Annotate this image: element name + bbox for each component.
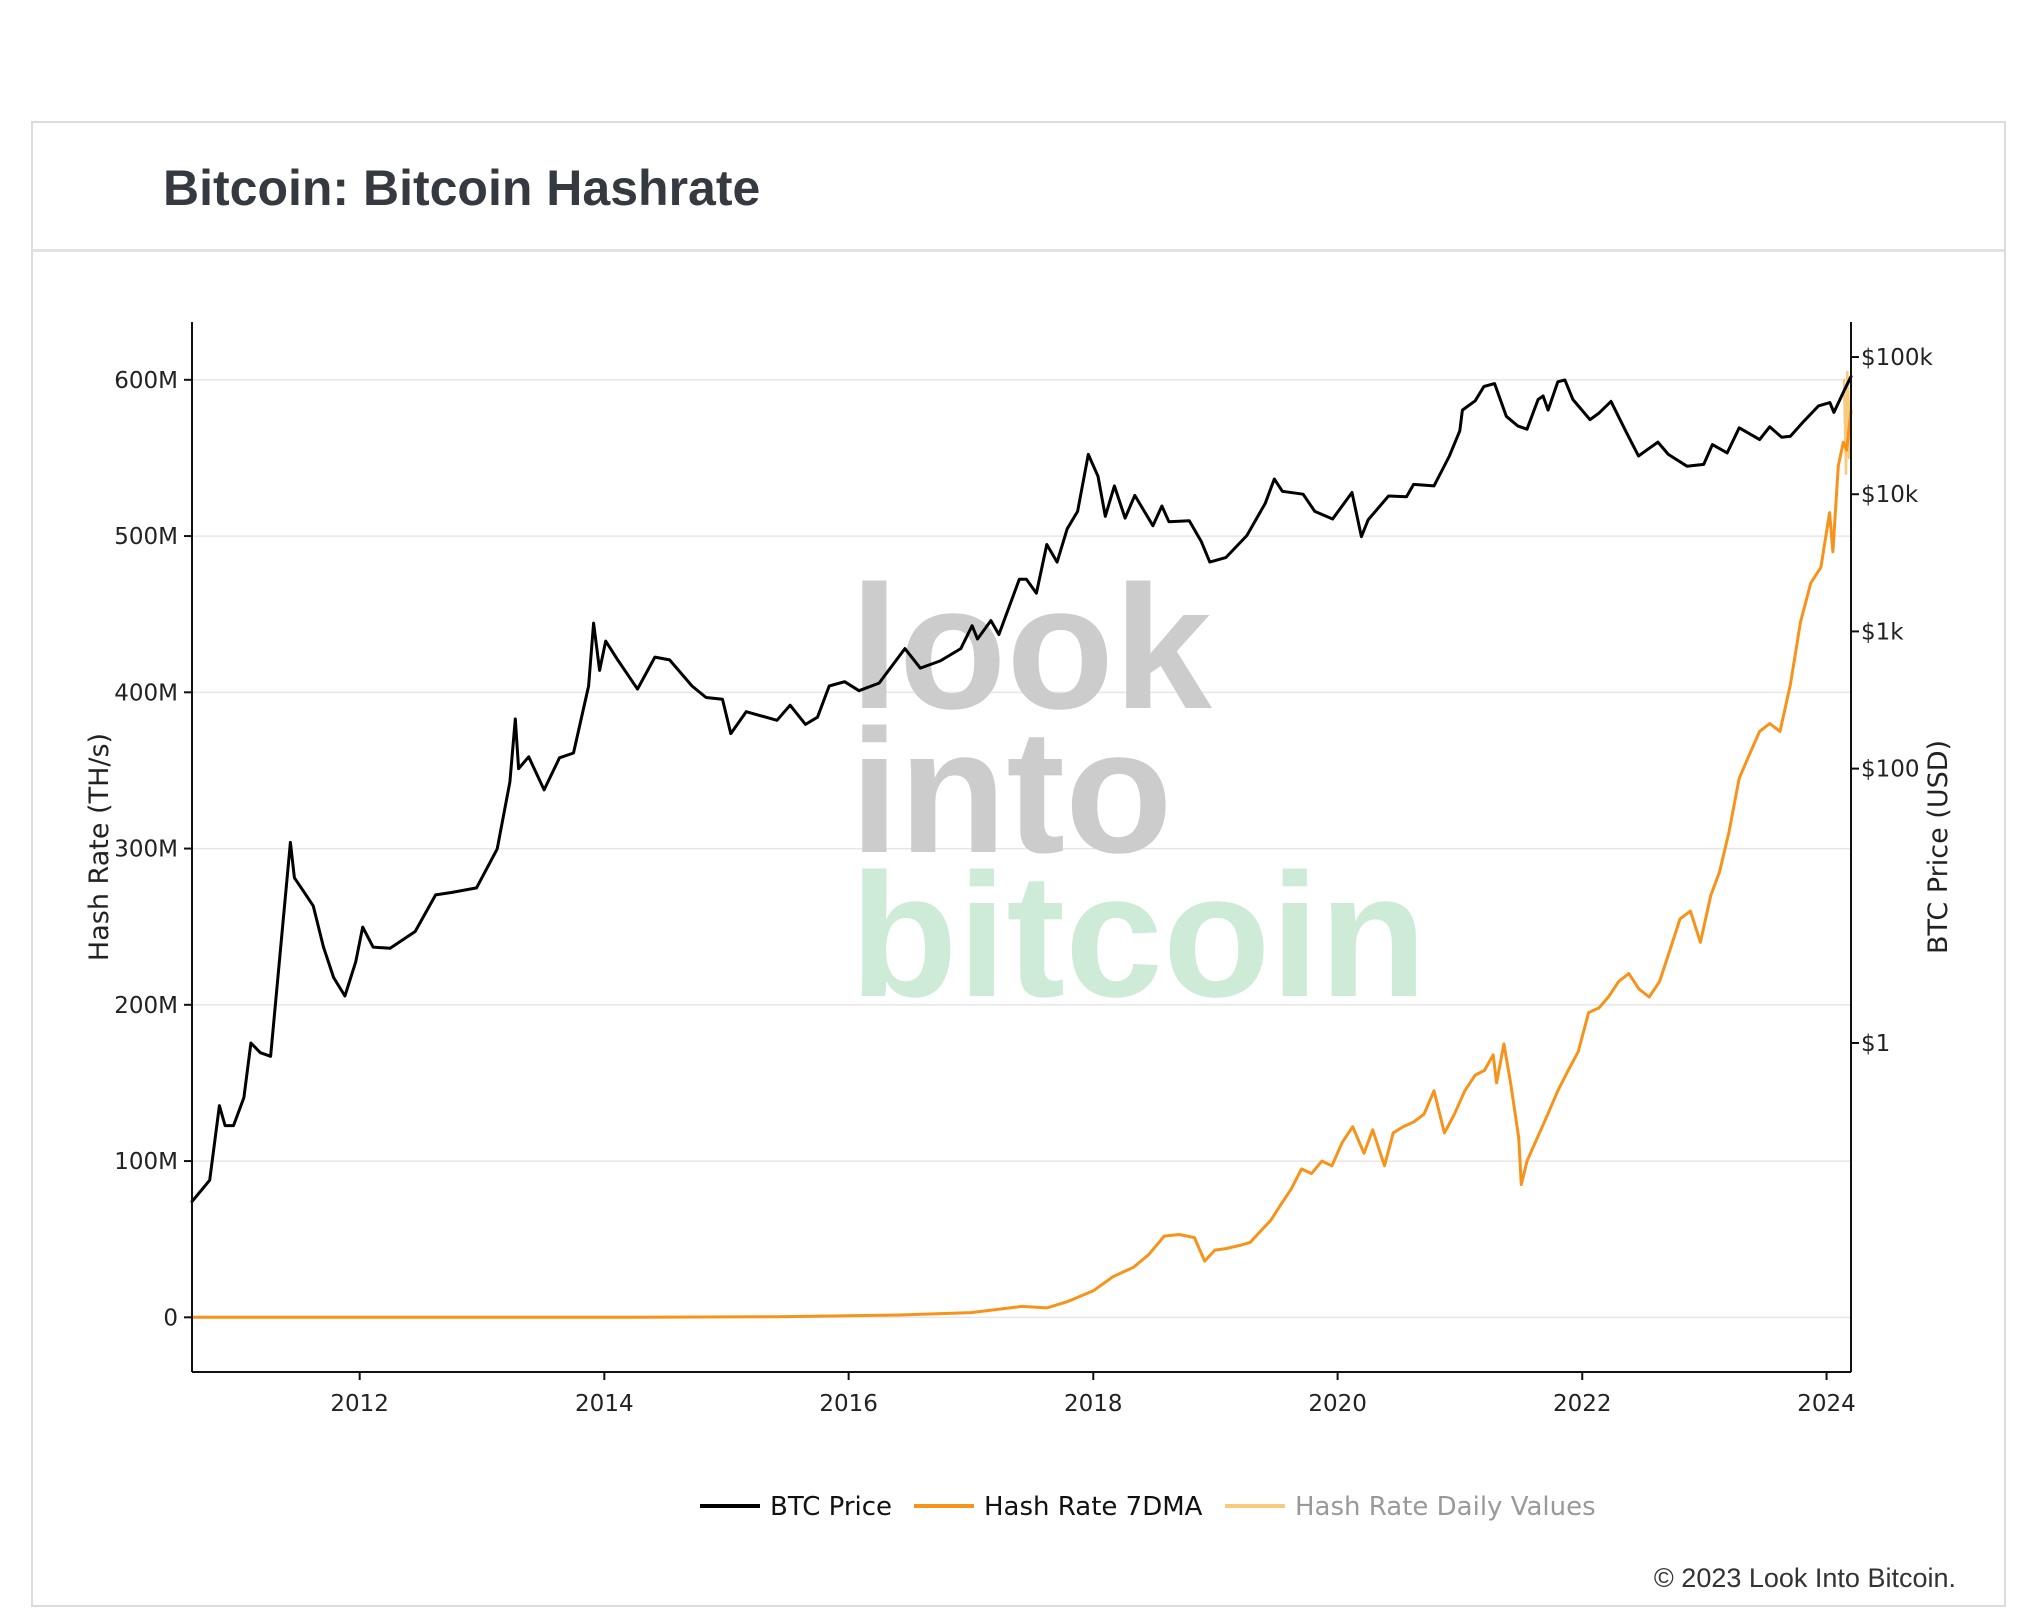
legend-item-hash-rate-daily[interactable]: Hash Rate Daily Values xyxy=(1225,1492,1596,1522)
legend: BTC Price Hash Rate 7DMA Hash Rate Daily… xyxy=(700,1492,1596,1522)
x-tick-label: 2020 xyxy=(1308,1391,1367,1417)
y-right-axis-title: BTC Price (USD) xyxy=(1923,740,1954,954)
y-left-tick-label: 0 xyxy=(163,1305,178,1331)
legend-label-hash-rate-daily: Hash Rate Daily Values xyxy=(1295,1492,1596,1522)
y-right-tick-label: $10k xyxy=(1861,482,1919,508)
y-right-tick-label: $1 xyxy=(1861,1031,1890,1057)
x-tick-label: 2016 xyxy=(819,1391,878,1417)
legend-label-btc-price: BTC Price xyxy=(770,1492,892,1522)
series-btc-price xyxy=(190,375,1853,1203)
series-lines xyxy=(190,370,1853,1319)
watermark-bitcoin: bitcoin xyxy=(850,838,1427,1034)
copyright-notice: © 2023 Look Into Bitcoin. xyxy=(1653,1563,1956,1593)
title-bar: Bitcoin: Bitcoin Hashrate xyxy=(33,123,2004,252)
y-left-tick-label: 400M xyxy=(114,680,178,706)
lookintobitcoin-watermark: look into bitcoin xyxy=(850,550,1427,1034)
x-tick-label: 2022 xyxy=(1553,1391,1612,1417)
watermark-look: look xyxy=(850,550,1213,746)
y-left-tick-label: 100M xyxy=(114,1149,178,1175)
series-hash-rate-7dma xyxy=(190,409,1853,1319)
legend-item-btc-price[interactable]: BTC Price xyxy=(700,1492,892,1522)
page-title: Bitcoin: Bitcoin Hashrate xyxy=(163,160,761,216)
x-tick-label: 2014 xyxy=(575,1391,634,1417)
legend-label-hash-rate-7dma: Hash Rate 7DMA xyxy=(984,1492,1203,1522)
watermark-into: into xyxy=(850,694,1173,890)
y-left-tick-label: 500M xyxy=(114,524,178,550)
legend-item-hash-rate-7dma[interactable]: Hash Rate 7DMA xyxy=(914,1492,1203,1522)
chart-card: Bitcoin: Bitcoin Hashrate © 2023 Look In… xyxy=(31,121,2006,1607)
grid-lines xyxy=(192,379,1851,1319)
y-left-tick-label: 300M xyxy=(114,837,178,863)
y-right-tick-label: $100 xyxy=(1861,757,1920,783)
axes: 0 100M 200M 300M 400M 500M 600M $1 $100 $1k $10k $1… xyxy=(114,322,1934,1417)
y-right-tick-label: $100k xyxy=(1861,345,1934,371)
x-tick-label: 2012 xyxy=(330,1391,389,1417)
x-tick-label: 2024 xyxy=(1797,1391,1856,1417)
y-left-axis-title: Hash Rate (TH/s) xyxy=(84,733,115,961)
y-left-tick-label: 600M xyxy=(114,368,178,394)
y-left-tick-label: 200M xyxy=(114,993,178,1019)
y-right-tick-label: $1k xyxy=(1861,619,1904,645)
x-tick-label: 2018 xyxy=(1064,1391,1123,1417)
